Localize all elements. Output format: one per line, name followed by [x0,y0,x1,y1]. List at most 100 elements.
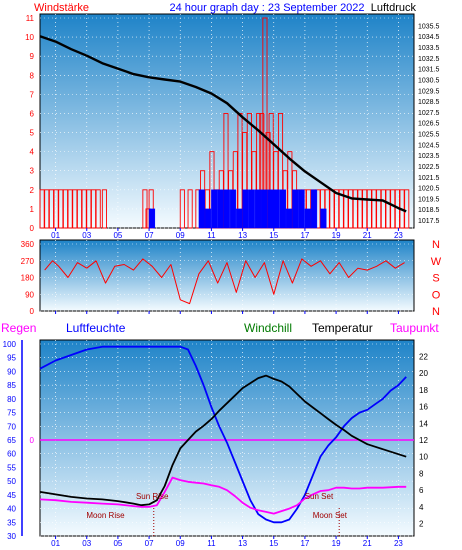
gust-bar [304,208,311,229]
gust-bar [223,189,230,229]
wind-bar [76,189,83,229]
humidity-tick-label-55: 55 [7,463,16,472]
humidity-tick-label-65: 65 [7,436,16,445]
humidity-tick-label-30: 30 [7,532,16,541]
humidity-line [39,345,407,524]
wind-bar [404,189,410,229]
x-tick-label-01: 01 [51,539,60,548]
x-tick-label-13: 13 [238,539,247,548]
gust-bar [279,189,286,229]
x-tick-label-19: 19 [332,539,341,548]
gust-bar [261,189,268,229]
pressure-tick-label-1025.5: 1025.5 [418,132,440,139]
wind-bar [352,189,358,229]
dir-tick-label-360: 360 [21,240,35,249]
gust-bar [310,189,318,229]
humidity-tick-label-75: 75 [7,409,16,418]
temperature-tick-label-6: 6 [419,486,424,495]
wind-bar [179,189,185,229]
compass-letter-N: N [432,306,440,318]
pressure-tick-label-1034.5: 1034.5 [418,34,440,41]
wind-bar [48,189,54,229]
pressure-tick-label-1031.5: 1031.5 [418,67,440,74]
annotation-moon-set: Moon Set [313,511,348,520]
wind-bar [348,189,354,229]
x-tick-label-07: 07 [145,539,154,548]
dir-tick-label-90: 90 [25,290,34,299]
x-tick-label-11: 11 [207,539,216,548]
x-tick-label-03: 03 [82,539,91,548]
pressure-line [39,35,407,213]
x-tick-label-17: 17 [300,539,309,548]
humidity-tick-label-70: 70 [7,422,16,431]
wind-bar [53,189,59,229]
pressure-tick-label-1020.5: 1020.5 [418,186,440,193]
wind-bar [95,189,101,229]
legend-windchill: Windchill [244,321,292,335]
wind-bar [39,189,45,229]
compass-letter-N: N [432,239,440,251]
wind-tick-label-1: 1 [30,205,35,214]
humidity-tick-label-45: 45 [7,491,16,500]
wind-tick-label-3: 3 [30,167,35,176]
temperature-tick-label-14: 14 [419,419,428,428]
humidity-tick-label-50: 50 [7,477,16,486]
wind-tick-label-7: 7 [30,90,35,99]
wind-bar [366,189,372,229]
humidity-tick-label-100: 100 [3,340,17,349]
wind-bar [362,189,368,229]
x-tick-label-17: 17 [300,231,309,240]
wind-bar [343,189,349,229]
pressure-tick-label-1033.5: 1033.5 [418,45,440,52]
gust-bar [217,189,224,229]
wind-bar [334,189,340,229]
wind-bar [90,189,97,229]
compass-letter-S: S [432,273,439,285]
wind-bar [67,189,73,229]
dir-tick-label-270: 270 [21,257,35,266]
wind-bar [338,189,344,229]
gust-bar [267,189,274,229]
humidity-tick-label-95: 95 [7,354,16,363]
temperature-tick-label-20: 20 [419,369,428,378]
pressure-tick-label-1023.5: 1023.5 [418,153,440,160]
wind-bar [44,189,50,229]
wind-bar [72,189,78,229]
rain-tick-label-0: 0 [30,436,35,445]
x-tick-label-03: 03 [82,231,91,240]
x-tick-label-05: 05 [113,231,122,240]
gust-bar [236,208,243,229]
pressure-tick-label-1027.5: 1027.5 [418,110,440,117]
temperature-tick-label-18: 18 [419,386,428,395]
wind-tick-label-2: 2 [30,186,35,195]
wind-tick-label-10: 10 [25,33,34,42]
dir-tick-label-180: 180 [21,274,35,283]
humidity-tick-label-40: 40 [7,505,16,514]
x-tick-label-11: 11 [207,231,216,240]
x-tick-label-19: 19 [332,231,341,240]
x-tick-label-15: 15 [269,539,278,548]
legend-humidity: Luftfeuchte [66,321,126,335]
wind-axis-title: Windstärke [34,2,89,14]
pressure-tick-label-1024.5: 1024.5 [418,142,440,149]
annotation-sun-set: Sun Set [305,492,334,501]
wind-tick-label-9: 9 [30,52,35,61]
pressure-tick-label-1030.5: 1030.5 [418,77,440,84]
panel-2-plot-area [39,239,415,312]
wind-bar [187,189,193,229]
gust-bar [211,189,218,229]
panel-3-plot-area [39,339,415,537]
wind-bar [86,189,92,229]
wind-tick-label-5: 5 [30,129,35,138]
wind-bar [371,189,377,229]
gust-bar [254,189,262,229]
wind-bar [62,189,68,229]
temperature-tick-label-10: 10 [419,453,428,462]
annotation-moon-rise: Moon Rise [86,511,125,520]
pressure-tick-label-1019.5: 1019.5 [418,196,440,203]
temperature-tick-label-12: 12 [419,436,428,445]
gust-bar [198,189,205,229]
compass-letter-W: W [431,256,442,268]
x-tick-label-07: 07 [145,231,154,240]
